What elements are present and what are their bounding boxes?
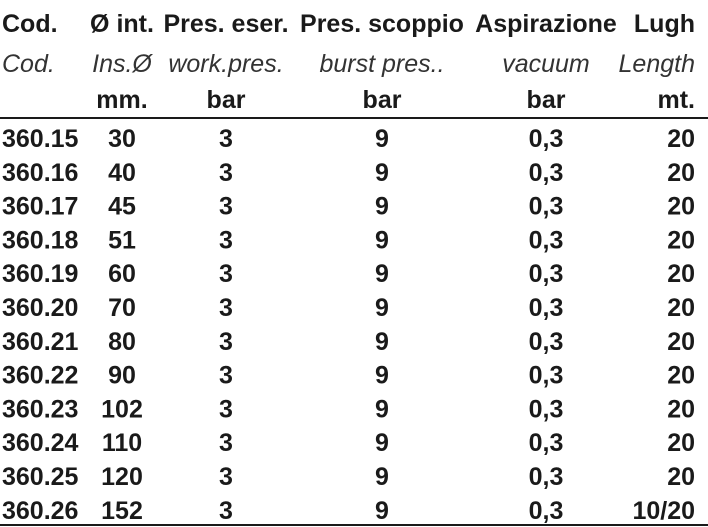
table-cell: 9 [375, 429, 389, 457]
header-cell: Pres. scoppio [300, 10, 464, 38]
header-cell: burst pres.. [319, 50, 444, 78]
table-cell: 3 [219, 125, 233, 153]
table-cell: 20 [667, 159, 695, 187]
table-cell: 3 [219, 429, 233, 457]
table-cell: 0,3 [529, 159, 564, 187]
header-cell: mm. [96, 86, 147, 114]
table-cell: 3 [219, 328, 233, 356]
table-cell: 9 [375, 395, 389, 423]
header-cell: vacuum [502, 50, 590, 78]
table-cell: 20 [667, 395, 695, 423]
table-cell: 0,3 [529, 294, 564, 322]
table-cell: 9 [375, 159, 389, 187]
table-cell: 20 [667, 260, 695, 288]
header-cell: Ins.Ø [92, 50, 153, 78]
table-cell: 0,3 [529, 463, 564, 491]
table-cell: 3 [219, 294, 233, 322]
table-cell: 102 [101, 395, 143, 423]
table-cell: 360.22 [2, 362, 78, 390]
table-cell: 360.19 [2, 260, 78, 288]
header-cell: Pres. eser. [163, 10, 288, 38]
table-cell: 10/20 [632, 497, 695, 525]
table-cell: 20 [667, 463, 695, 491]
table-cell: 60 [108, 260, 136, 288]
table-cell: 0,3 [529, 193, 564, 221]
table-cell: 51 [108, 226, 136, 254]
header-cell: bar [363, 86, 402, 114]
table-cell: 80 [108, 328, 136, 356]
table-cell: 0,3 [529, 260, 564, 288]
table-cell: 9 [375, 497, 389, 525]
table-cell: 90 [108, 362, 136, 390]
table-cell: 110 [102, 429, 142, 457]
table-cell: 3 [219, 497, 233, 525]
table-cell: 30 [108, 125, 136, 153]
table-cell: 9 [375, 193, 389, 221]
table-cell: 0,3 [529, 328, 564, 356]
table-cell: 0,3 [529, 395, 564, 423]
table-cell: 360.16 [2, 159, 78, 187]
table-cell: 360.26 [2, 497, 78, 525]
table-cell: 3 [219, 193, 233, 221]
header-cell: work.pres. [168, 50, 283, 78]
table-cell: 360.21 [2, 328, 79, 356]
table-cell: 45 [108, 193, 136, 221]
header-cell: Aspirazione [475, 10, 617, 38]
table-cell: 120 [101, 463, 143, 491]
table-cell: 3 [219, 395, 233, 423]
table-cell: 360.25 [2, 463, 79, 491]
table-cell: 20 [667, 429, 695, 457]
table-cell: 360.23 [2, 395, 78, 423]
table-cell: 360.15 [2, 125, 79, 153]
table-cell: 0,3 [529, 226, 564, 254]
table-cell: 20 [667, 226, 695, 254]
table-cell: 3 [219, 463, 233, 491]
table-cell: 9 [375, 463, 389, 491]
table-cell: 20 [667, 125, 695, 153]
table-cell: 9 [375, 226, 389, 254]
table-cell: 9 [375, 125, 389, 153]
table-cell: 3 [219, 159, 233, 187]
table-cell: 20 [667, 328, 695, 356]
table-cell: 9 [375, 294, 389, 322]
table-cell: 9 [375, 260, 389, 288]
table-cell: 70 [108, 294, 136, 322]
table-cell: 3 [219, 226, 233, 254]
header-cell: Cod. [2, 50, 55, 78]
table-cell: 0,3 [529, 362, 564, 390]
table-cell: 0,3 [529, 125, 564, 153]
table-cell: 360.24 [2, 429, 79, 457]
table-cell: 360.18 [2, 226, 79, 254]
table-cell: 360.17 [2, 193, 78, 221]
table-cell: 9 [375, 362, 389, 390]
table-cell: 40 [108, 159, 136, 187]
header-cell: Cod. [2, 10, 58, 38]
table-cell: 0,3 [529, 497, 564, 525]
header-cell: Ø int. [90, 10, 154, 38]
table-cell: 20 [667, 362, 695, 390]
table-cell: 20 [667, 294, 695, 322]
header-cell: bar [527, 86, 566, 114]
table-cell: 9 [375, 328, 389, 356]
header-cell: mt. [658, 86, 696, 114]
table-cell: 0,3 [529, 429, 564, 457]
header-cell: Length [619, 50, 695, 78]
table-cell: 152 [101, 497, 143, 525]
table-cell: 360.20 [2, 294, 78, 322]
table-cell: 3 [219, 260, 233, 288]
header-cell: bar [207, 86, 246, 114]
table-cell: 20 [667, 193, 695, 221]
table-cell: 3 [219, 362, 233, 390]
header-cell: Lugh [634, 10, 695, 38]
